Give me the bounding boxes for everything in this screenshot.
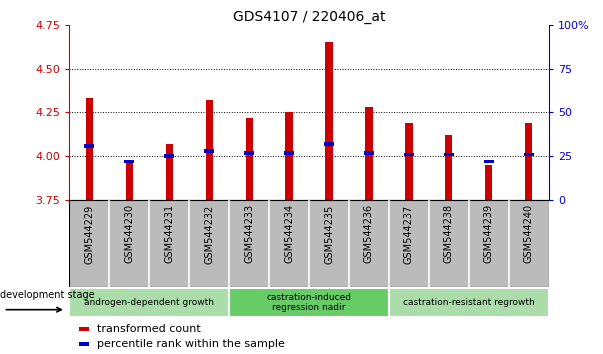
Text: castration-induced
regression nadir: castration-induced regression nadir <box>267 293 352 312</box>
Text: GSM544240: GSM544240 <box>524 204 534 263</box>
Bar <box>485 165 493 200</box>
Bar <box>404 153 414 156</box>
Text: GSM544230: GSM544230 <box>124 204 134 263</box>
Text: GSM544236: GSM544236 <box>364 204 374 263</box>
Bar <box>69 200 549 287</box>
Bar <box>285 113 292 200</box>
Bar <box>444 153 454 156</box>
Bar <box>206 100 213 200</box>
Bar <box>284 151 294 155</box>
Bar <box>364 151 374 155</box>
Text: GSM544233: GSM544233 <box>244 204 254 263</box>
Text: GSM544231: GSM544231 <box>164 204 174 263</box>
Bar <box>125 161 133 200</box>
Text: development stage: development stage <box>0 290 95 300</box>
Bar <box>86 98 93 200</box>
Bar <box>79 342 89 346</box>
Bar <box>79 327 89 331</box>
Bar <box>445 135 452 200</box>
FancyBboxPatch shape <box>229 288 389 317</box>
Bar <box>324 142 334 146</box>
Text: GSM544239: GSM544239 <box>484 204 494 263</box>
FancyBboxPatch shape <box>69 288 229 317</box>
Text: GSM544237: GSM544237 <box>404 204 414 264</box>
Bar <box>245 118 253 200</box>
Bar <box>204 149 214 153</box>
Text: GSM544238: GSM544238 <box>444 204 454 263</box>
Text: GSM544232: GSM544232 <box>204 204 214 264</box>
Text: androgen-dependent growth: androgen-dependent growth <box>84 298 214 307</box>
Text: castration-resistant regrowth: castration-resistant regrowth <box>403 298 535 307</box>
Text: GSM544234: GSM544234 <box>284 204 294 263</box>
Bar <box>164 154 174 158</box>
Bar <box>166 144 173 200</box>
Bar <box>524 153 534 156</box>
Bar <box>124 160 134 164</box>
Bar <box>244 151 254 155</box>
Bar <box>525 123 532 200</box>
Title: GDS4107 / 220406_at: GDS4107 / 220406_at <box>233 10 385 24</box>
Text: transformed count: transformed count <box>96 324 200 334</box>
Text: GSM544229: GSM544229 <box>84 204 94 264</box>
Text: GSM544235: GSM544235 <box>324 204 334 264</box>
Text: percentile rank within the sample: percentile rank within the sample <box>96 339 285 349</box>
FancyBboxPatch shape <box>389 288 549 317</box>
Bar <box>326 42 333 200</box>
Bar <box>365 107 373 200</box>
Bar <box>405 123 412 200</box>
Bar <box>84 144 94 148</box>
Bar <box>484 160 494 164</box>
